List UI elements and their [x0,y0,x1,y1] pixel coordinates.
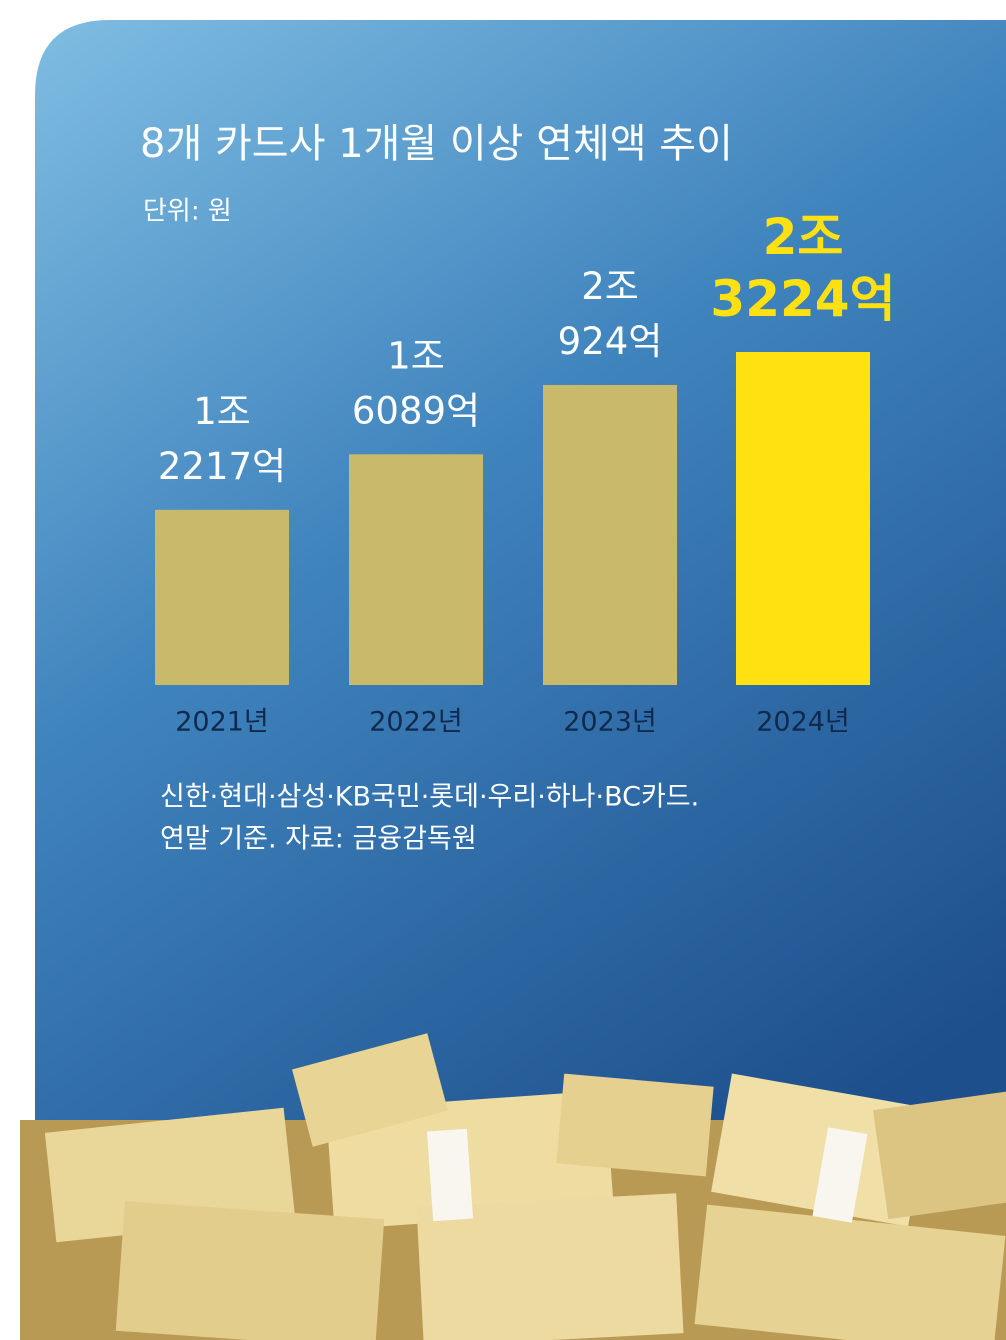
bar [736,352,870,685]
bar [155,509,289,685]
value-label: 1조 6089억 [352,334,480,432]
x-tick-label: 2023년 [563,707,657,738]
value-label: 2조 3224억 [710,208,895,328]
panel [35,20,1006,1340]
bar [349,454,483,685]
chart-title: 8개 카드사 1개월 이상 연체액 추이 [140,121,733,167]
note: 연말 기준. 자료: 금융감독원 [160,824,477,855]
bar [543,384,677,685]
x-tick-label: 2022년 [369,707,463,738]
x-tick-label: 2021년 [175,707,269,738]
money-pile [20,1033,1006,1340]
value-label: 1조 2217억 [158,389,286,487]
chart-subtitle: 단위: 원 [143,197,232,227]
note: 신한·현대·삼성·KB국민·롯데·우리·하나·BC카드. [160,782,699,813]
x-tick-label: 2024년 [756,707,850,738]
value-label: 2조 924억 [558,264,663,362]
